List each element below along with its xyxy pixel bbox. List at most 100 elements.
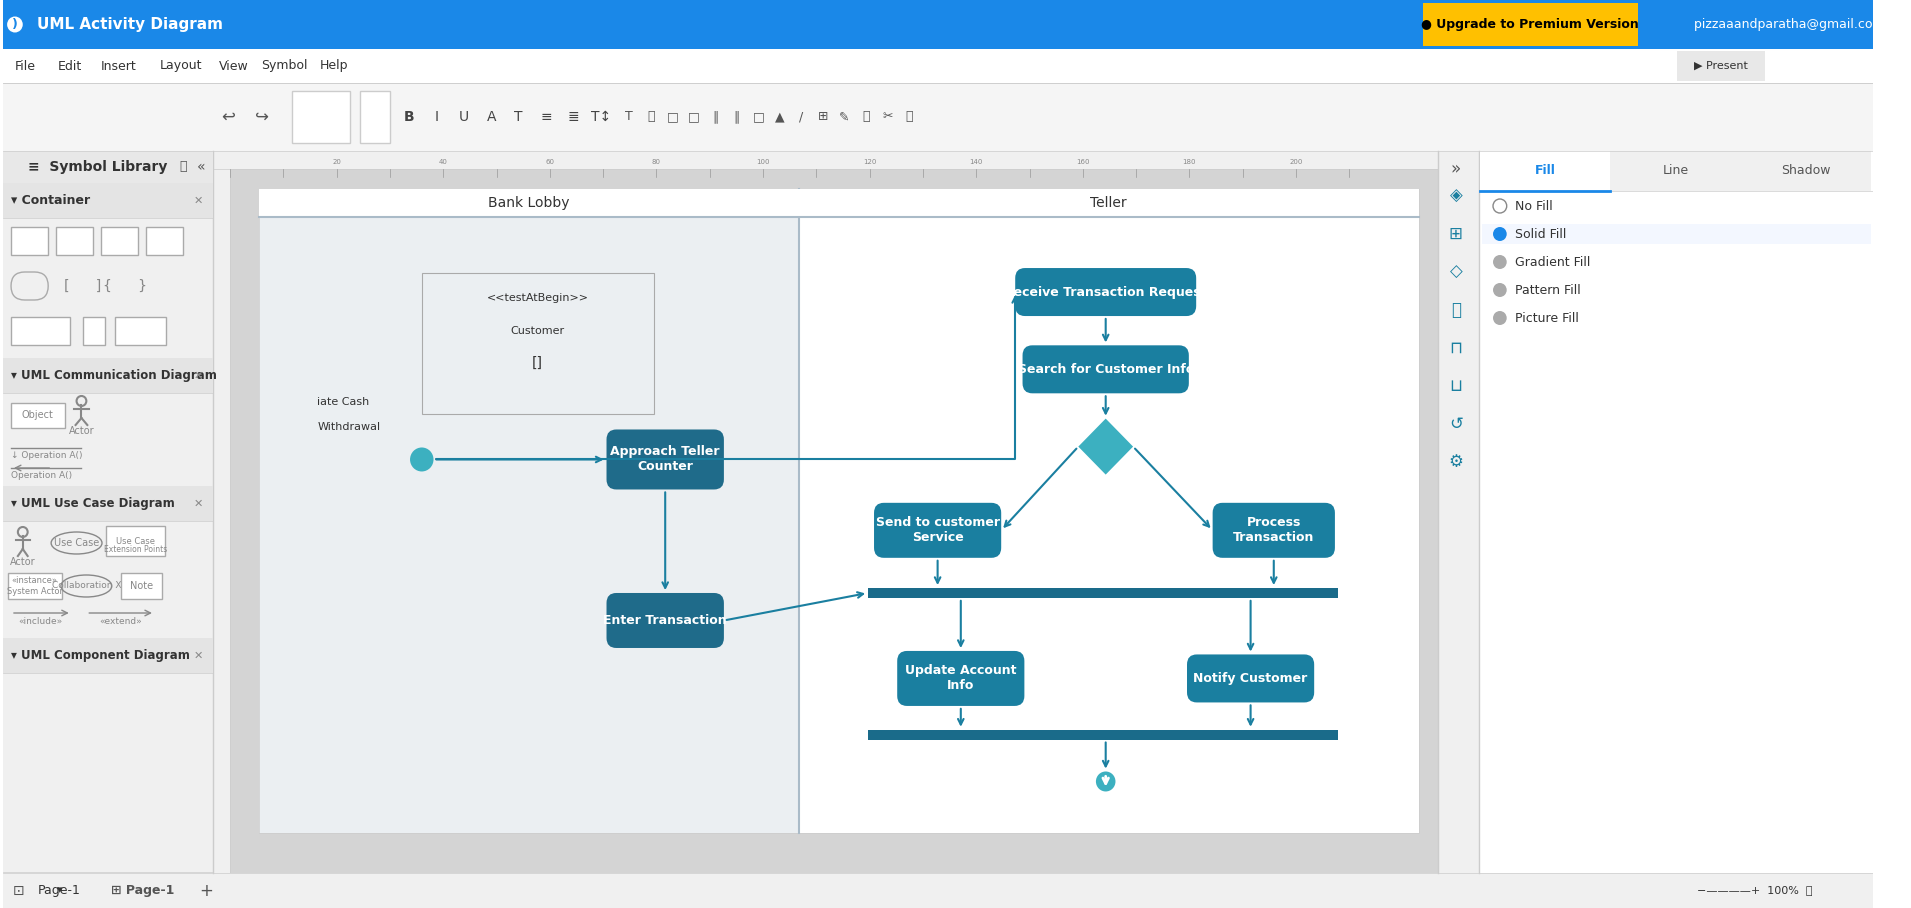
Text: No Fill: No Fill (1515, 200, 1552, 212)
Text: ● Upgrade to Premium Version: ● Upgrade to Premium Version (1422, 18, 1640, 31)
Text: ✕: ✕ (193, 195, 203, 205)
Bar (105, 526, 164, 556)
Text: ⊓: ⊓ (1449, 339, 1462, 357)
Text: Picture Fill: Picture Fill (1515, 311, 1578, 324)
Bar (4, 83, 1873, 151)
Text: 80: 80 (652, 159, 661, 165)
Text: Layout: Layout (161, 60, 203, 73)
Text: Line: Line (1663, 164, 1689, 177)
Text: 100: 100 (757, 159, 770, 165)
Text: T↕: T↕ (590, 110, 612, 124)
Text: Solid Fill: Solid Fill (1515, 228, 1565, 241)
Text: 🔍: 🔍 (906, 111, 913, 123)
Bar (4, 151, 212, 183)
Text: ✂: ✂ (883, 111, 892, 123)
FancyBboxPatch shape (1015, 268, 1196, 316)
Text: Shadow: Shadow (1781, 164, 1831, 177)
Text: ◇: ◇ (1449, 263, 1462, 281)
Bar (361, 91, 390, 143)
Text: 160: 160 (1076, 159, 1089, 165)
Text: Operation A(): Operation A() (11, 471, 73, 480)
Text: ↓ Operation A(): ↓ Operation A() (11, 451, 82, 460)
FancyBboxPatch shape (896, 651, 1024, 706)
Text: Use Case: Use Case (54, 538, 99, 548)
Text: □: □ (753, 111, 764, 123)
Text: ↩: ↩ (222, 108, 235, 126)
Text: +: + (199, 882, 212, 900)
Text: 60: 60 (545, 159, 554, 165)
Bar (4, 873, 1873, 908)
Text: Extension Points: Extension Points (103, 545, 166, 554)
Text: ≡: ≡ (541, 110, 552, 124)
Text: Help: Help (321, 60, 348, 73)
Bar (212, 169, 229, 873)
Text: ▾: ▾ (57, 885, 63, 895)
Text: ⊞: ⊞ (818, 111, 827, 123)
Text: 20: 20 (333, 159, 342, 165)
Text: «extend»: «extend» (99, 617, 141, 626)
FancyBboxPatch shape (873, 503, 1001, 558)
Circle shape (1095, 772, 1116, 792)
Text: []: [] (531, 356, 543, 370)
Text: Update Account
Info: Update Account Info (906, 665, 1017, 693)
Text: Edit: Edit (57, 60, 82, 73)
Bar (120, 573, 162, 599)
Text: Search for Customer Info: Search for Customer Info (1017, 363, 1194, 376)
Bar (292, 91, 350, 143)
Text: B: B (403, 110, 415, 124)
Text: ▾ Container: ▾ Container (11, 194, 90, 207)
Bar (4, 486, 212, 521)
Text: ⊔: ⊔ (1449, 377, 1462, 395)
Bar (4, 183, 212, 218)
Text: Teller: Teller (1091, 196, 1127, 210)
FancyBboxPatch shape (1187, 655, 1315, 703)
Circle shape (1492, 311, 1506, 325)
Bar (55, 227, 94, 255)
Text: □: □ (688, 111, 699, 123)
Text: Customer: Customer (510, 326, 566, 336)
Bar (212, 151, 1439, 169)
Text: «instance»
System Actor: «instance» System Actor (6, 577, 63, 596)
FancyBboxPatch shape (606, 593, 724, 648)
FancyBboxPatch shape (1022, 345, 1189, 393)
Bar (1741, 151, 1871, 191)
Bar (101, 227, 138, 255)
Text: T: T (625, 111, 633, 123)
Text: ∥: ∥ (734, 111, 740, 123)
Text: ✕: ✕ (193, 650, 203, 660)
Bar (11, 403, 65, 428)
Bar (422, 272, 654, 414)
Text: Send to customer
Service: Send to customer Service (875, 517, 999, 544)
Text: UML Activity Diagram: UML Activity Diagram (38, 17, 224, 32)
FancyBboxPatch shape (1213, 503, 1336, 558)
Text: Collaboration X: Collaboration X (52, 581, 120, 590)
Text: ✎: ✎ (839, 111, 850, 123)
Text: Page-1: Page-1 (38, 884, 80, 897)
Text: ▾ UML Component Diagram: ▾ UML Component Diagram (11, 649, 189, 662)
Bar (11, 227, 48, 255)
Text: 40: 40 (440, 159, 447, 165)
Bar (260, 189, 799, 217)
Text: View: View (218, 60, 248, 73)
Bar (4, 0, 1873, 49)
Bar (1678, 51, 1766, 81)
Text: ▾ UML Use Case Diagram: ▾ UML Use Case Diagram (11, 497, 174, 510)
Text: Enter Transaction: Enter Transaction (604, 614, 726, 627)
Text: −————+  100%  ⤢: −————+ 100% ⤢ (1697, 885, 1814, 895)
Bar (260, 189, 1418, 833)
Text: ⤢: ⤢ (648, 111, 655, 123)
Polygon shape (1078, 419, 1133, 475)
Circle shape (8, 16, 23, 33)
Text: ▾ UML Communication Diagram: ▾ UML Communication Diagram (11, 369, 218, 382)
Text: 140: 140 (969, 159, 982, 165)
Text: Insert: Insert (101, 60, 138, 73)
Bar (1483, 224, 1871, 244)
Text: Receive Transaction Request: Receive Transaction Request (1005, 285, 1208, 299)
Text: Notify Customer: Notify Customer (1194, 672, 1307, 685)
Text: ≡  Symbol Library: ≡ Symbol Library (27, 160, 166, 174)
Bar (260, 189, 1418, 833)
Bar (1481, 151, 1611, 191)
Text: ≣: ≣ (568, 110, 579, 124)
Text: Approach Teller
Counter: Approach Teller Counter (610, 446, 720, 473)
Text: iate Cash: iate Cash (317, 397, 369, 407)
